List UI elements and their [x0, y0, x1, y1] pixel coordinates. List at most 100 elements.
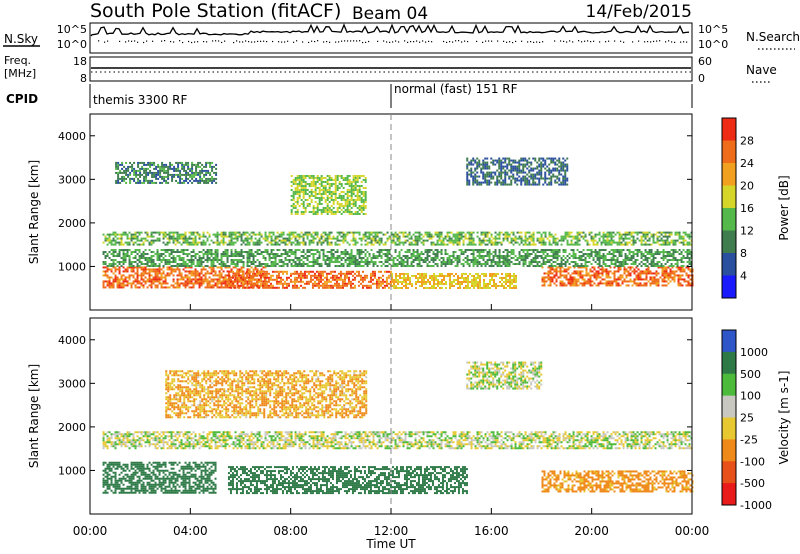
nsearch-point: [350, 40, 352, 42]
power-colorbar: 4 8 12 16 20 24 28 Power [dB]: [721, 117, 791, 299]
colorbar-segment: [722, 461, 736, 484]
power-panel: 1000 2000 3000 4000 Slant Range [km]: [27, 113, 694, 311]
colorbar-tick-label: 100: [740, 390, 761, 403]
nsearch-point: [182, 41, 184, 44]
nsearch-point: [356, 40, 358, 42]
nsearch-point: [536, 41, 538, 43]
data-band: [165, 370, 368, 419]
colorbar-tick-label: 4: [740, 270, 747, 283]
colorbar-tick-label: 25: [740, 412, 754, 425]
x-tick-label: 00:00: [675, 524, 710, 538]
nsearch-point: [431, 41, 433, 43]
colorbar-tick-label: 16: [740, 202, 754, 215]
time-axis-labels: 00:00 04:00 08:00 12:00 16:00 20:00 00:00: [73, 524, 710, 538]
nsearch-point: [395, 40, 397, 42]
nsearch-point: [530, 41, 532, 43]
nsearch-point: [368, 40, 370, 43]
nsearch-point: [203, 40, 205, 43]
colorbar-segment: [722, 208, 736, 231]
nsearch-point: [404, 40, 406, 42]
nsearch-point: [647, 40, 649, 43]
nsearch-point: [161, 40, 163, 42]
nave-label: Nave: [746, 63, 777, 77]
nsearch-point: [476, 40, 478, 43]
nsearch-point: [293, 41, 295, 43]
nsearch-point: [131, 40, 133, 42]
nsearch-point: [206, 41, 208, 43]
data-band: [227, 466, 468, 495]
colorbar-tick-label: 28: [740, 135, 754, 148]
nsearch-point: [272, 40, 274, 43]
nsearch-point: [239, 41, 241, 43]
nsearch-point: [416, 40, 418, 42]
nsearch-point: [341, 40, 343, 42]
freq-unit-label: [MHz]: [4, 67, 36, 80]
data-band: [541, 266, 694, 287]
nsearch-point: [98, 40, 100, 42]
nsky-label: N.Sky: [4, 32, 38, 46]
nsearch-point: [491, 40, 493, 42]
colorbar-segment: [722, 373, 736, 397]
nsearch-point: [143, 41, 145, 44]
noise-left-tick-low: 10^0: [57, 38, 87, 51]
nsearch-point: [248, 41, 250, 43]
nsearch-point: [584, 40, 586, 42]
x-tick-label: 12:00: [374, 524, 409, 538]
colorbar-frame: [721, 117, 737, 299]
nsearch-point: [587, 40, 589, 42]
nsearch-point: [218, 40, 220, 42]
nsearch-point: [164, 40, 166, 42]
colorbar-segment: [722, 140, 736, 164]
nsearch-point: [608, 40, 610, 42]
noise-right-tick-high: 10^5: [698, 23, 728, 36]
nsearch-point: [569, 40, 571, 42]
colorbar-segment: [722, 483, 736, 506]
data-band: [391, 272, 517, 289]
nave-tick-low: 0: [698, 72, 705, 85]
nsearch-point: [311, 40, 313, 42]
nsearch-point: [590, 41, 592, 43]
nsearch-point: [254, 41, 256, 43]
nsearch-point: [344, 40, 346, 42]
freq-label: Freq.: [4, 54, 31, 67]
velocity-panel: 1000 2000 3000 4000 Slant Range [km]: [27, 317, 694, 515]
y-tick-label: 1000: [58, 260, 86, 273]
nsky-trace: [90, 23, 690, 37]
nsearch-point: [134, 40, 136, 42]
nsearch-point: [221, 41, 223, 44]
nsearch-point: [632, 41, 634, 43]
nsearch-point: [251, 41, 253, 43]
nsearch-point: [413, 41, 415, 43]
data-band: [466, 361, 543, 390]
nsearch-point: [386, 41, 388, 43]
y-tick-label: 2000: [58, 217, 86, 230]
nsearch-point: [224, 40, 226, 42]
nsearch-point: [656, 40, 658, 42]
nsearch-point: [407, 41, 409, 43]
nsearch-point: [503, 40, 505, 42]
colorbar-frame: [721, 329, 737, 506]
nsearch-point: [419, 41, 421, 43]
colorbar-segment: [722, 330, 736, 353]
x-tick-label: 20:00: [574, 524, 609, 538]
noise-strip-frame: [89, 22, 693, 54]
nsearch-point: [671, 41, 673, 43]
y-axis-title: Slant Range [km]: [27, 364, 41, 468]
colorbar-segment: [722, 275, 736, 299]
nsearch-point: [323, 41, 325, 43]
nsearch-point: [194, 41, 196, 43]
date-title: 14/Feb/2015: [586, 2, 692, 22]
nsearch-point: [287, 40, 289, 42]
nsearch-point: [680, 41, 682, 43]
nsearch-point: [683, 41, 685, 43]
beam-title: Beam 04: [352, 4, 428, 24]
x-tick-label: 04:00: [173, 524, 208, 538]
nsearch-point: [365, 41, 367, 43]
colorbar-tick-label: 500: [740, 368, 761, 381]
nsearch-point: [506, 41, 508, 43]
nsearch-point: [377, 40, 379, 42]
nsearch-point: [566, 41, 568, 43]
nsearch-point: [242, 41, 244, 43]
nsearch-point: [686, 41, 688, 43]
y-tick-label: 2000: [58, 421, 86, 434]
